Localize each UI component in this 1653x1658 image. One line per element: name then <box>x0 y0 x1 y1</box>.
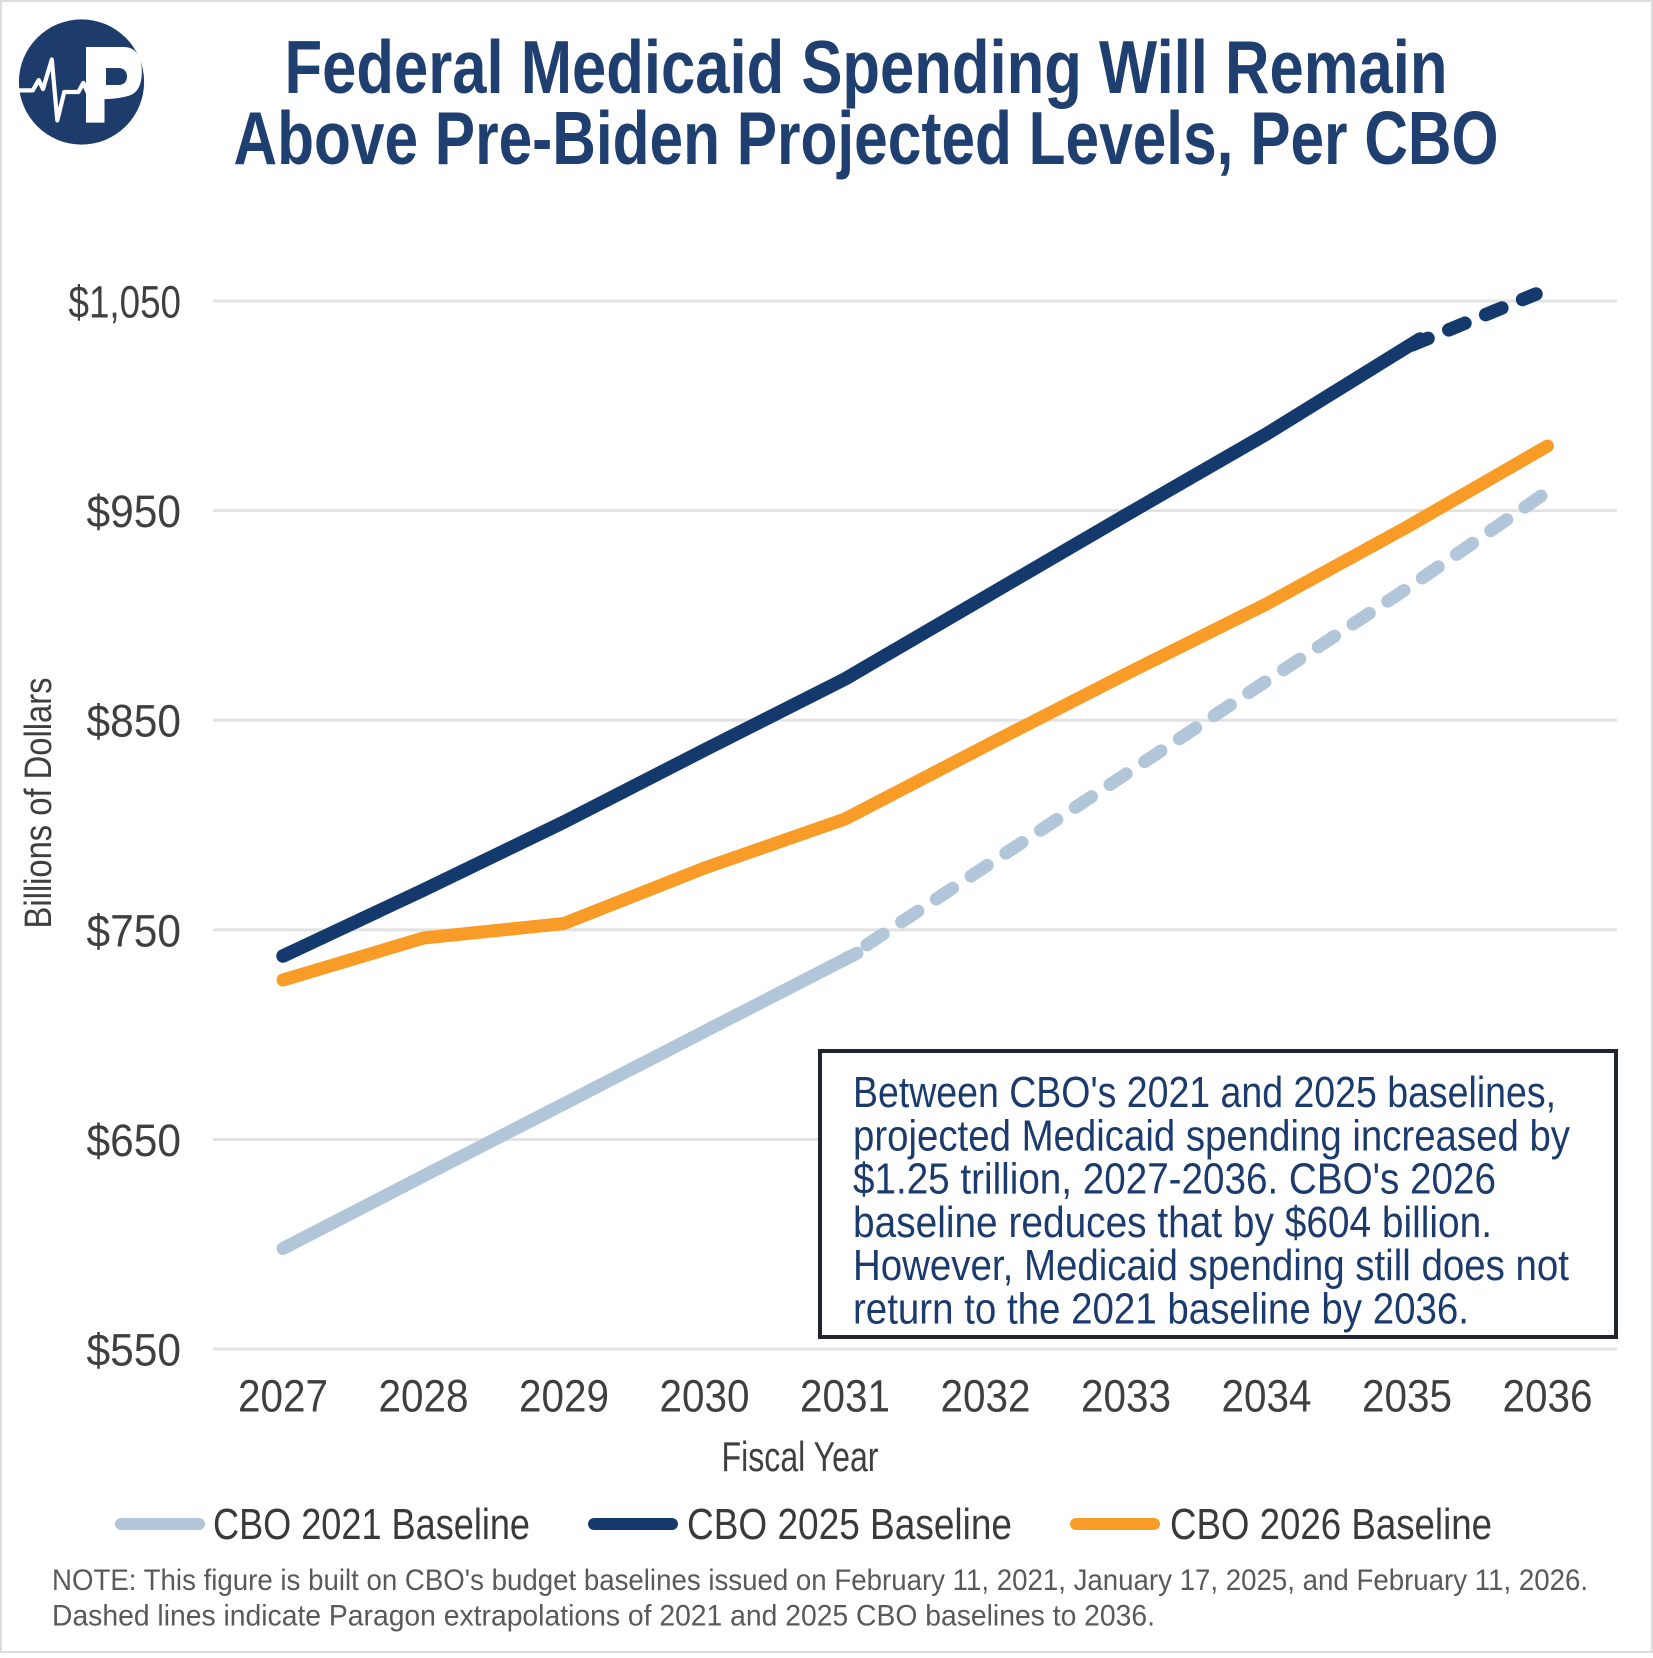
svg-text:2032: 2032 <box>941 1371 1031 1422</box>
svg-text:baseline reduces that by $604: baseline reduces that by $604 billion. <box>853 1198 1492 1247</box>
svg-text:Federal Medicaid Spending Will: Federal Medicaid Spending Will Remain <box>285 25 1448 109</box>
svg-text:$1.25 trillion, 2027-2036. CBO: $1.25 trillion, 2027-2036. CBO's 2026 <box>853 1155 1496 1204</box>
svg-text:$550: $550 <box>87 1324 182 1375</box>
svg-text:2029: 2029 <box>519 1371 609 1422</box>
svg-text:Dashed lines indicate Paragon: Dashed lines indicate Paragon extrapolat… <box>52 1600 1155 1633</box>
svg-text:2036: 2036 <box>1503 1371 1593 1422</box>
svg-text:2027: 2027 <box>238 1371 328 1422</box>
svg-text:projected Medicaid spending in: projected Medicaid spending increased by <box>853 1111 1570 1160</box>
svg-text:However, Medicaid spending sti: However, Medicaid spending still does no… <box>853 1241 1569 1290</box>
svg-text:NOTE: This figure is built on: NOTE: This figure is built on CBO's budg… <box>52 1564 1588 1597</box>
svg-text:Fiscal Year: Fiscal Year <box>722 1433 879 1480</box>
svg-text:CBO 2021 Baseline: CBO 2021 Baseline <box>213 1500 530 1549</box>
svg-text:2035: 2035 <box>1362 1371 1452 1422</box>
svg-text:2033: 2033 <box>1081 1371 1171 1422</box>
svg-text:Between CBO's 2021 and 2025 ba: Between CBO's 2021 and 2025 baselines, <box>853 1068 1556 1117</box>
svg-text:$750: $750 <box>87 905 182 956</box>
svg-text:Billions of Dollars: Billions of Dollars <box>18 678 60 929</box>
svg-text:CBO 2026 Baseline: CBO 2026 Baseline <box>1170 1500 1492 1549</box>
svg-text:$950: $950 <box>87 486 182 537</box>
svg-text:CBO 2025 Baseline: CBO 2025 Baseline <box>687 1500 1012 1549</box>
svg-text:2028: 2028 <box>379 1371 469 1422</box>
svg-text:$650: $650 <box>87 1115 182 1166</box>
svg-text:$1,050: $1,050 <box>69 276 182 327</box>
svg-text:Above Pre-Biden Projected Leve: Above Pre-Biden Projected Levels, Per CB… <box>234 96 1499 180</box>
svg-text:2031: 2031 <box>800 1371 890 1422</box>
svg-text:return to the 2021 baseline by: return to the 2021 baseline by 2036. <box>853 1285 1469 1334</box>
svg-text:2034: 2034 <box>1222 1371 1312 1422</box>
svg-text:2030: 2030 <box>660 1371 750 1422</box>
svg-text:$850: $850 <box>87 696 182 747</box>
